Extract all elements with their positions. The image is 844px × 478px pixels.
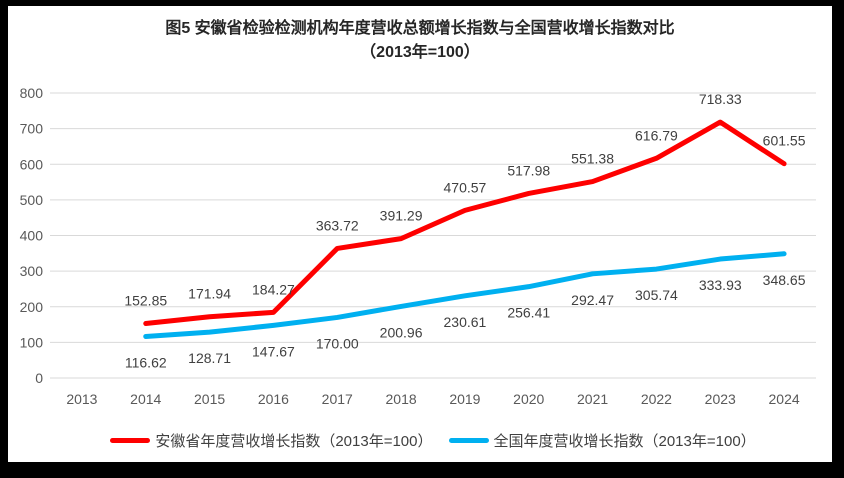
legend-label-anhui: 安徽省年度营收增长指数（2013年=100） bbox=[155, 432, 433, 450]
chart-background bbox=[8, 6, 832, 462]
legend-label-national: 全国年度营收增长指数（2013年=100） bbox=[493, 432, 756, 450]
legend-marker-anhui-line bbox=[110, 437, 151, 443]
chart-title-line2: （2013年=100） bbox=[360, 44, 480, 61]
legend-item-anhui: 安徽省年度营收增长指数（2013年=100） bbox=[110, 430, 433, 451]
chart-title: 图5 安徽省检验检测机构年度营收总额增长指数与全国营收增长指数对比 （2013年… bbox=[8, 17, 832, 65]
chart-legend: 安徽省年度营收增长指数（2013年=100） 全国年度营收增长指数（2013年=… bbox=[50, 429, 816, 451]
legend-marker-national-line bbox=[448, 437, 489, 443]
chart-title-line1: 图5 安徽省检验检测机构年度营收总额增长指数与全国营收增长指数对比 bbox=[165, 20, 675, 37]
legend-item-national: 全国年度营收增长指数（2013年=100） bbox=[448, 430, 756, 451]
